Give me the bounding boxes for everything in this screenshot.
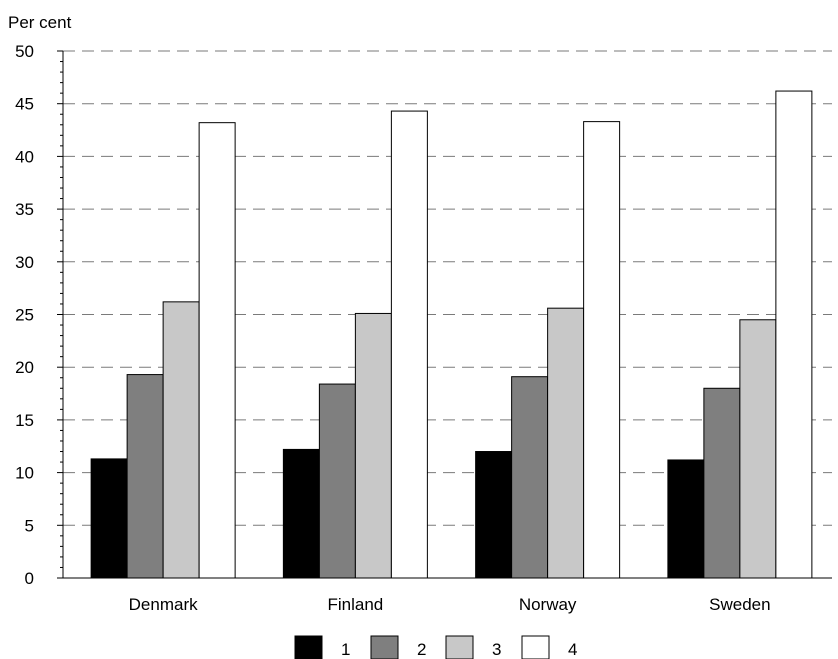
y-tick-label-5: 5	[25, 516, 34, 535]
bar-sweden-series-2	[703, 387, 741, 579]
y-tick-label-15: 15	[15, 411, 34, 430]
y-axis-ticks: 0 5 10 15 20 25 30 35 40 45 50	[15, 42, 63, 588]
x-axis-labels: Denmark Finland Norway Sweden	[129, 595, 771, 614]
bar-norway-series-1	[475, 451, 513, 579]
y-tick-label-45: 45	[15, 95, 34, 114]
y-tick-label-50: 50	[15, 42, 34, 61]
x-tick-label-norway: Norway	[519, 595, 577, 614]
legend-label-3: 3	[492, 640, 501, 659]
gridlines	[63, 50, 832, 526]
bar-finland-series-2	[318, 383, 356, 579]
legend: 1 2 3 4	[294, 635, 577, 659]
bar-norway-series-4	[583, 121, 621, 579]
y-tick-label-20: 20	[15, 358, 34, 377]
legend-swatch-3	[445, 635, 474, 659]
bar-sweden-series-4	[775, 90, 813, 579]
x-tick-label-finland: Finland	[327, 595, 383, 614]
y-tick-label-10: 10	[15, 464, 34, 483]
legend-label-4: 4	[568, 640, 577, 659]
y-tick-label-25: 25	[15, 306, 34, 325]
y-axis-unit-label: Per cent	[8, 13, 72, 32]
bar-denmark-series-2	[126, 374, 164, 579]
y-tick-label-0: 0	[25, 569, 34, 588]
bar-finland-series-1	[282, 448, 320, 579]
bar-finland-series-4	[390, 110, 428, 579]
legend-swatch-4	[521, 635, 550, 659]
bar-denmark-series-3	[162, 301, 200, 579]
y-tick-label-40: 40	[15, 147, 34, 166]
bars	[90, 90, 813, 579]
x-tick-label-denmark: Denmark	[129, 595, 198, 614]
bar-norway-series-3	[547, 307, 585, 579]
bar-norway-series-2	[511, 376, 549, 579]
legend-swatch-1	[294, 635, 323, 659]
bar-finland-series-3	[354, 312, 392, 579]
bar-denmark-series-4	[198, 122, 236, 579]
legend-swatch-2	[370, 635, 399, 659]
bar-denmark-series-1	[90, 458, 128, 579]
bar-sweden-series-1	[667, 459, 705, 579]
legend-label-1: 1	[341, 640, 350, 659]
legend-label-2: 2	[417, 640, 426, 659]
y-tick-label-30: 30	[15, 253, 34, 272]
x-tick-label-sweden: Sweden	[709, 595, 770, 614]
bar-sweden-series-3	[739, 319, 777, 579]
y-tick-label-35: 35	[15, 200, 34, 219]
